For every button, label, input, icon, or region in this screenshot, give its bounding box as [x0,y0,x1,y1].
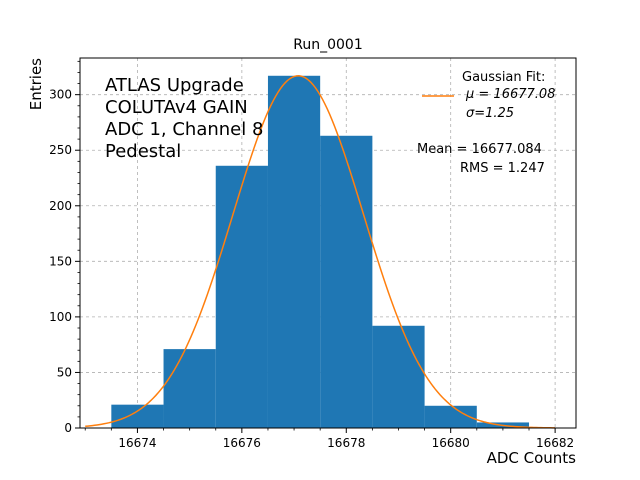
y-tick-label: 300 [49,88,72,102]
y-tick-label: 150 [49,254,72,268]
legend: Gaussian Fit: μ = 16677.08 σ=1.25 [422,70,555,121]
stats-mean: Mean = 16677.084 [417,142,542,157]
annotation-line: ADC 1, Channel 8 [105,119,263,140]
y-tick-label: 100 [49,310,72,324]
x-tick-label: 16676 [223,436,261,450]
histogram-bar [215,165,268,428]
y-tick-label: 200 [49,199,72,213]
annotation-line: Pedestal [105,141,181,162]
stats-rms: RMS = 1.247 [460,161,545,176]
y-tick-label: 50 [57,365,72,379]
annotation-line: COLUTAv4 GAIN [105,97,248,118]
legend-sigma: σ=1.25 [466,106,514,121]
y-tick-label: 250 [49,143,72,157]
histogram-bar [424,405,477,428]
histogram-bar [372,325,425,428]
annotation-block: ATLAS Upgrade COLUTAv4 GAIN ADC 1, Chann… [105,75,263,162]
y-axis: 0 50 100 150 200 250 300 [49,60,80,435]
annotation-line: ATLAS Upgrade [105,75,244,96]
gaussian-fit-curve [85,75,556,429]
histogram-bar [111,404,164,428]
x-tick-label: 16682 [536,436,574,450]
histogram-bar [267,75,321,429]
x-tick-label: 16680 [432,436,470,450]
y-axis-label: Entries [27,58,45,110]
histogram-bars [111,75,530,429]
y-tick-label: 0 [64,421,72,435]
x-axis-label: ADC Counts [487,449,577,467]
histogram-bar [163,349,216,428]
histogram-bar [320,135,373,428]
chart-title: Run_0001 [293,37,362,53]
legend-title: Gaussian Fit: [462,70,545,85]
stats-box: Mean = 16677.084 RMS = 1.247 [417,142,545,176]
x-tick-label: 16678 [327,436,365,450]
legend-mu: μ = 16677.08 [465,87,555,102]
plot-frame [79,57,577,429]
x-axis: 16674 16676 16678 16680 16682 [84,428,574,450]
x-tick-label: 16674 [118,436,156,450]
